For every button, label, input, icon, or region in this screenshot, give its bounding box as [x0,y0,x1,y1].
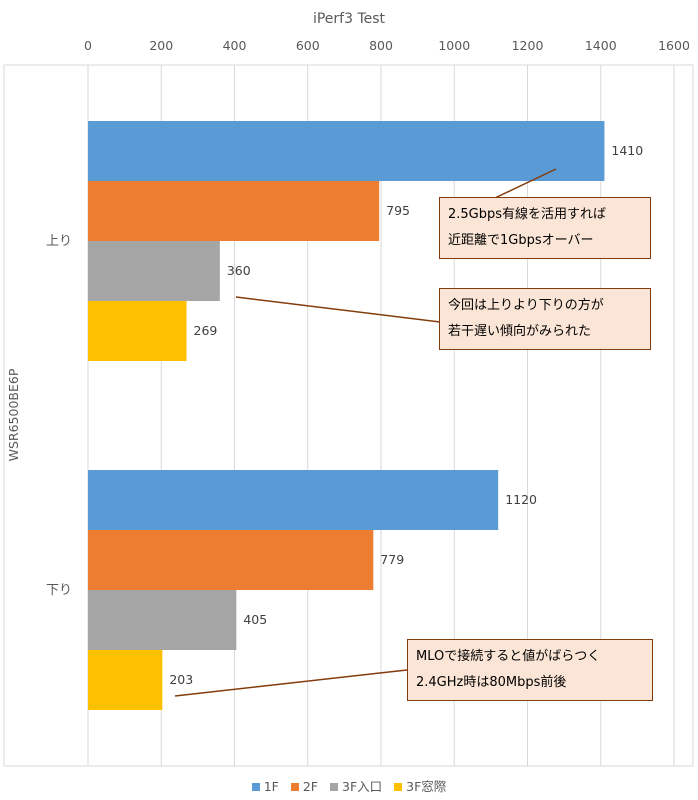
callout-direction-line-1: 今回は上りより下りの方が [448,298,604,313]
callout-connector-2 [174,669,408,697]
callout-mlo-note: MLOで接続すると値がばらつく 2.4GHz時は80Mbps前後 [407,639,653,701]
callout-mlo-line-2: 2.4GHz時は80Mbps前後 [416,675,567,690]
x-tick-label-800: 800 [369,38,393,53]
callout-wired-line-2: 近距離で1Gbpsオーバー [448,233,594,248]
x-tick-label-0: 0 [84,38,92,53]
chart-title: iPerf3 Test [313,11,386,27]
data-label-cat0-series3: 269 [194,323,218,338]
callout-wired-line-1: 2.5Gbps有線を活用すれば [448,207,607,222]
legend-item-2: 3F入口 [330,776,382,795]
data-label-cat1-series2: 405 [243,612,267,627]
x-tick-label-1200: 1200 [512,38,544,53]
legend-swatch-1 [290,783,299,791]
data-label-cat1-series0: 1120 [505,492,537,507]
legend-swatch-2 [330,783,338,791]
plot-frame [3,64,694,767]
bar-cat0-series1 [88,181,380,241]
legend-swatch-3 [394,783,403,791]
bar-cat1-series1 [88,530,374,590]
x-tick-label-1600: 1600 [658,38,690,53]
x-tick-label-400: 400 [223,38,247,53]
legend-item-3: 3F窓際 [394,776,446,795]
bar-cat0-series0 [88,121,605,181]
bar-cat0-series3 [88,301,187,361]
data-label-cat0-series2: 360 [227,263,251,278]
data-label-cat0-series1: 795 [386,203,410,218]
bar-cat0-series2 [88,241,220,301]
x-tick-label-1400: 1400 [585,38,617,53]
bar-cat1-series0 [88,470,499,530]
category-label-0: 上り [46,234,72,249]
legend: 1F 2F 3F入口 3F窓際 [0,776,698,795]
legend-item-1: 2F [290,779,318,794]
x-tick-label-200: 200 [149,38,173,53]
legend-label-0: 1F [263,779,279,794]
bar-cat1-series2 [88,590,237,650]
callout-direction-note: 今回は上りより下りの方が 若干遅い傾向がみられた [439,288,651,350]
y-axis-title: WSR6500BE6P [6,368,21,461]
legend-label-2: 3F入口 [342,779,383,794]
callout-mlo-line-1: MLOで接続すると値がばらつく [416,649,601,664]
x-axis-tick-labels: 0 200 400 600 800 1000 1200 1400 1600 [84,38,690,53]
data-label-cat0-series0: 1410 [611,143,643,158]
data-labels: 1410 795 360 269 1120 779 405 203 [169,143,643,687]
x-tick-label-600: 600 [296,38,320,53]
bars [88,121,605,710]
callout-direction-line-2: 若干遅い傾向がみられた [448,324,592,339]
data-label-cat1-series1: 779 [380,552,404,567]
callout-wired-note: 2.5Gbps有線を活用すれば 近距離で1Gbpsオーバー [439,197,651,259]
legend-label-3: 3F窓際 [406,779,447,794]
data-label-cat1-series3: 203 [169,672,193,687]
x-tick-label-1000: 1000 [438,38,470,53]
bar-cat1-series3 [88,650,163,710]
category-label-1: 下り [46,583,72,598]
legend-swatch-0 [251,783,260,791]
callout-connector-1 [235,296,441,323]
legend-label-1: 2F [302,779,318,794]
legend-item-0: 1F [251,779,279,794]
